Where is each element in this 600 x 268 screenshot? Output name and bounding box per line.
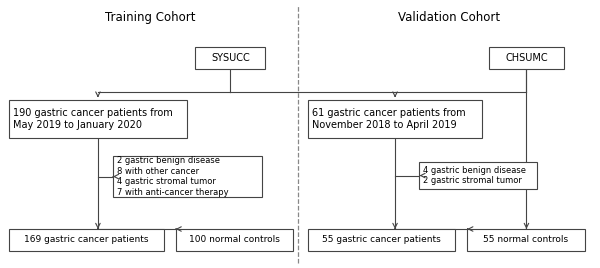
Bar bbox=[176, 229, 293, 251]
Text: 4 gastric benign disease
2 gastric stromal tumor: 4 gastric benign disease 2 gastric strom… bbox=[424, 166, 526, 185]
Text: Validation Cohort: Validation Cohort bbox=[398, 11, 500, 24]
Text: 55 normal controls: 55 normal controls bbox=[484, 235, 569, 244]
Bar bbox=[467, 229, 584, 251]
Bar bbox=[196, 47, 265, 69]
Text: 61 gastric cancer patients from
November 2018 to April 2019: 61 gastric cancer patients from November… bbox=[312, 108, 466, 130]
Text: 169 gastric cancer patients: 169 gastric cancer patients bbox=[24, 235, 149, 244]
Text: 100 normal controls: 100 normal controls bbox=[189, 235, 280, 244]
Text: 2 gastric benign disease
8 with other cancer
4 gastric stromal tumor
7 with anti: 2 gastric benign disease 8 with other ca… bbox=[117, 157, 229, 197]
Bar bbox=[308, 229, 455, 251]
Text: CHSUMC: CHSUMC bbox=[505, 53, 548, 63]
Text: Training Cohort: Training Cohort bbox=[106, 11, 196, 24]
Text: SYSUCC: SYSUCC bbox=[211, 53, 250, 63]
Text: 190 gastric cancer patients from
May 2019 to January 2020: 190 gastric cancer patients from May 201… bbox=[13, 108, 173, 130]
Bar bbox=[308, 100, 482, 138]
Text: 55 gastric cancer patients: 55 gastric cancer patients bbox=[322, 235, 441, 244]
Bar bbox=[489, 47, 564, 69]
Bar bbox=[113, 156, 262, 197]
Bar bbox=[10, 229, 164, 251]
Bar bbox=[419, 162, 537, 189]
Bar bbox=[10, 100, 187, 138]
